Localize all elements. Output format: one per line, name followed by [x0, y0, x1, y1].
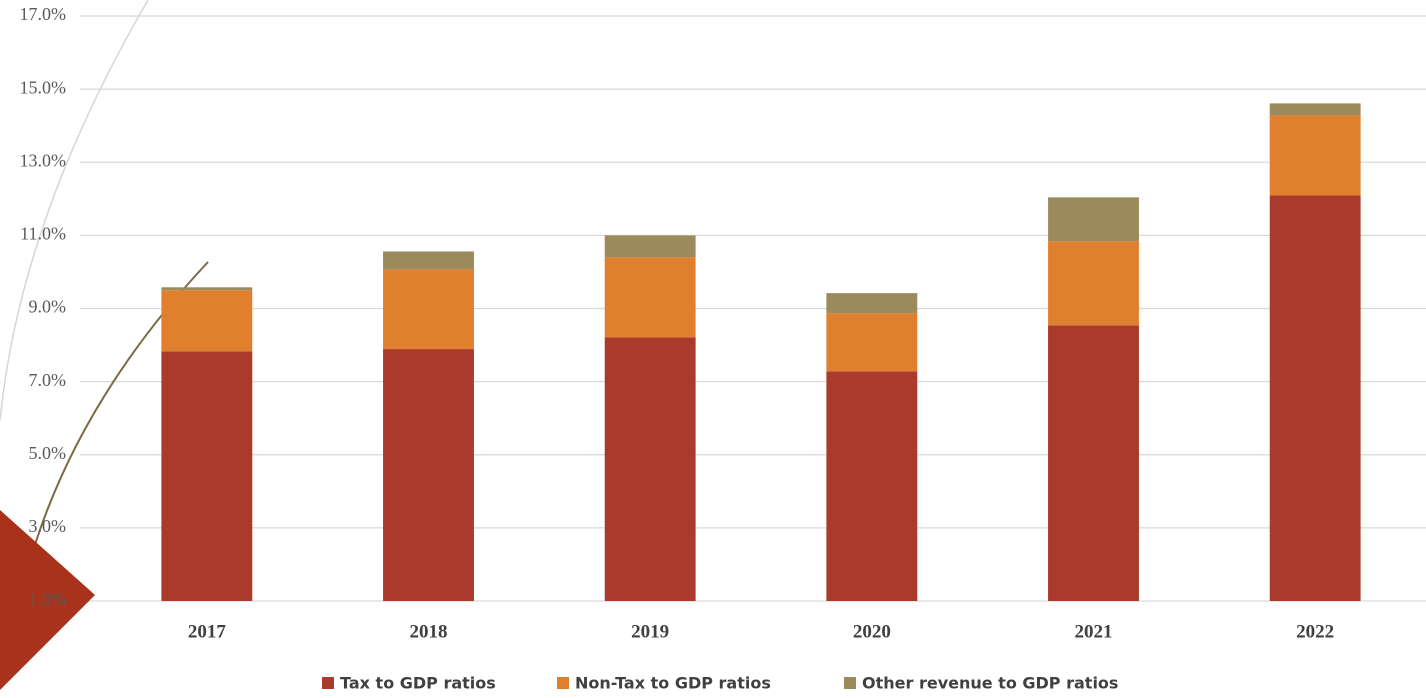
bar-segment: [1269, 195, 1361, 601]
legend-swatch: [844, 677, 856, 689]
decor-diamond: [0, 510, 95, 690]
bar-segment: [1048, 241, 1139, 326]
x-tick-label: 2020: [853, 621, 891, 642]
x-tick-label: 2019: [631, 621, 669, 642]
bar-segment: [383, 251, 474, 270]
y-tick-label: 3.0%: [29, 516, 67, 536]
bar-segment: [1048, 325, 1139, 601]
bar-segment: [161, 290, 253, 352]
y-tick-label: 11.0%: [20, 224, 66, 244]
x-tick-label: 2021: [1075, 621, 1113, 642]
decor-curve: [0, 0, 149, 421]
x-tick-label: 2017: [188, 621, 227, 642]
bar-segment: [826, 313, 918, 372]
bar-segment: [604, 257, 696, 338]
legend-label: Tax to GDP ratios: [340, 674, 496, 693]
bar-segment: [383, 269, 474, 350]
legend-label: Other revenue to GDP ratios: [862, 674, 1118, 693]
y-tick-label: 15.0%: [20, 77, 67, 97]
bar-segment: [1048, 197, 1139, 242]
bar-segment: [604, 235, 696, 258]
legend-swatch: [322, 677, 334, 689]
y-tick-label: 7.0%: [29, 370, 67, 390]
bar-segment: [604, 337, 696, 601]
legend-swatch: [557, 677, 569, 689]
bar-segment: [161, 351, 253, 601]
x-tick-label: 2022: [1296, 621, 1334, 642]
bar-segment: [1269, 115, 1361, 196]
y-tick-label: 9.0%: [29, 297, 67, 317]
bar-segment: [826, 371, 918, 601]
y-tick-label: 1.0%: [29, 589, 67, 609]
bar-segment: [826, 293, 918, 314]
bar-segment: [161, 287, 253, 291]
legend-label: Non-Tax to GDP ratios: [575, 674, 771, 693]
y-tick-label: 17.0%: [20, 4, 67, 24]
y-tick-label: 13.0%: [20, 150, 67, 170]
y-tick-label: 5.0%: [29, 443, 67, 463]
bar-segment: [1269, 103, 1361, 116]
bar-segment: [383, 349, 474, 601]
x-tick-label: 2018: [410, 621, 448, 642]
